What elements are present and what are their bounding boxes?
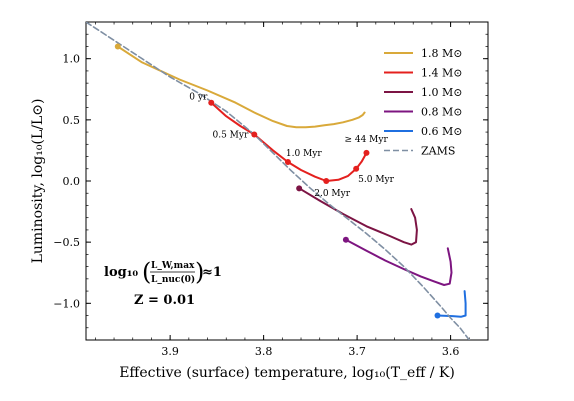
series-line-2 [298, 187, 418, 246]
legend-label: 1.0 M⊙ [421, 86, 462, 99]
x-axis-title: Effective (surface) temperature, log₁₀(T… [119, 365, 455, 381]
legend-label: 1.8 M⊙ [421, 47, 462, 60]
age-annotation: 0 yr [189, 93, 208, 103]
info-paren-left: ( [142, 258, 151, 286]
info-fraction-denominator: L_nuc(0) [151, 274, 195, 285]
series-marker [434, 312, 441, 319]
series-marker [284, 159, 291, 166]
info-line2: Z = 0.01 [134, 293, 195, 308]
info-line1-prefix: log₁₀ [104, 265, 138, 280]
series-line-4 [436, 290, 467, 318]
y-axis-title: Luminosity, log₁₀(L/L⊙) [30, 99, 46, 264]
series-marker [208, 99, 215, 106]
info-paren-right: ) [195, 258, 204, 286]
age-annotation: 1.0 Myr [286, 149, 322, 159]
info-text: log₁₀ ( L_W,max L_nuc(0) ) ≈1 Z = 0.01 [104, 258, 222, 308]
info-fraction-numerator: L_W,max [151, 261, 195, 271]
x-tick-label: 3.6 [442, 345, 460, 358]
x-tick-label: 3.7 [348, 345, 366, 358]
series-marker [114, 43, 121, 50]
y-tick-label: 1.0 [63, 53, 81, 66]
y-tick-label: −0.5 [53, 236, 80, 249]
series-marker [363, 149, 370, 156]
series-line-3 [344, 238, 453, 286]
info-line1-suffix: ≈1 [202, 265, 222, 280]
y-tick-label: 0.0 [63, 175, 81, 188]
legend-label: 1.4 M⊙ [421, 67, 462, 80]
series-marker [251, 131, 258, 138]
y-tick-label: 0.5 [63, 114, 81, 127]
x-tick-label: 3.8 [255, 345, 273, 358]
series-line-5 [86, 22, 471, 340]
series-markers [114, 43, 441, 319]
series-line-0 [116, 45, 366, 129]
axis-ticks: 3.9 3.8 3.7 3.6 1.0 0.5 0.0 −0.5 −1.0 [53, 22, 488, 358]
age-annotation: 5.0 Myr [358, 175, 394, 185]
age-annotation: 2.0 Myr [314, 189, 350, 199]
series-marker [342, 236, 349, 243]
series-marker [353, 165, 360, 172]
age-annotations: 0 yr 0.5 Myr 1.0 Myr 2.0 Myr 5.0 Myr ≥ 44 Myr [189, 93, 394, 199]
x-tick-label: 3.9 [161, 345, 179, 358]
series-marker [323, 178, 330, 184]
age-annotation: 0.5 Myr [212, 131, 248, 141]
y-tick-label: −1.0 [53, 297, 80, 310]
legend-label: 0.8 M⊙ [421, 106, 462, 119]
legend: 1.8 M⊙ 1.4 M⊙ 1.0 M⊙ 0.8 M⊙ 0.6 M⊙ ZAMS [384, 47, 462, 158]
series-marker [296, 185, 303, 192]
legend-label: 0.6 M⊙ [421, 125, 462, 138]
legend-label: ZAMS [421, 145, 455, 158]
age-annotation: ≥ 44 Myr [344, 135, 388, 145]
